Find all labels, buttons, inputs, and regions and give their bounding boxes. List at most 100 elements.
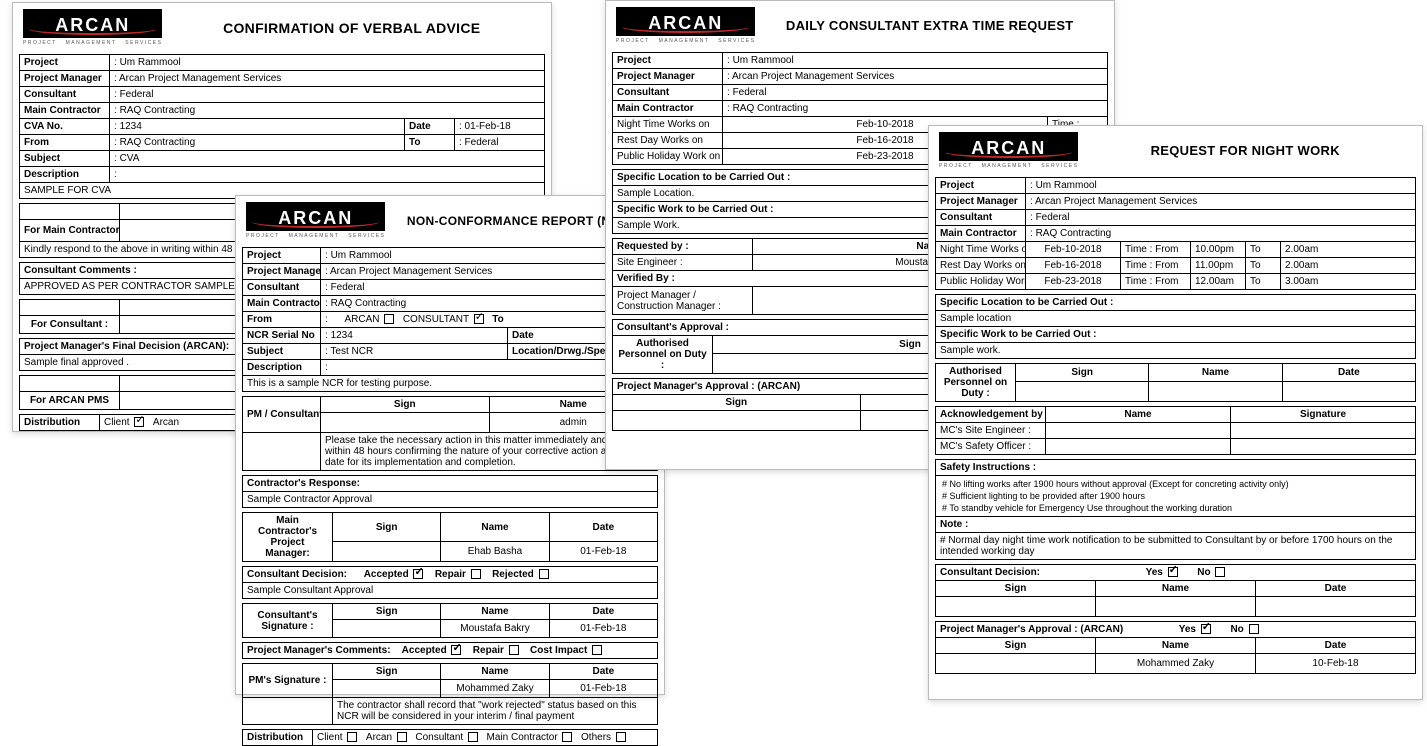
n-pmsig-lbl: PM's Signature :: [243, 664, 333, 698]
chk-repair[interactable]: [471, 569, 481, 579]
chk-d-client[interactable]: [347, 732, 357, 742]
r-cd-yes: Yes: [1146, 567, 1163, 578]
r-rt: 2.00am: [1281, 258, 1416, 274]
r-ph-lbl: Public Holiday Work on: [936, 274, 1026, 290]
ncr-pmsig: PM's Signature :SignNameDate Mohammed Za…: [242, 663, 658, 725]
rfnw-loc: Specific Location to be Carried Out : Sa…: [935, 294, 1416, 359]
chk-rejected[interactable]: [539, 569, 549, 579]
ncr-header: ARCAN PROJECT MANAGEMENT SERVICES NON-CO…: [236, 196, 664, 243]
lbl-pm: Project Manager: [20, 71, 110, 87]
r-val-cons: Federal: [1030, 212, 1069, 223]
lbl-for-mc: For Main Contractor: [20, 220, 120, 242]
r-pt: 3.00am: [1281, 274, 1416, 290]
d-val-project: Um Rammool: [727, 55, 794, 66]
h-date3: Date: [549, 664, 657, 680]
chk-pm-rep[interactable]: [509, 645, 519, 655]
rfnw-ack: Acknowledgement by :NameSignature MC's S…: [935, 406, 1416, 455]
logo: ARCAN PROJECT MANAGEMENT SERVICES: [23, 9, 162, 46]
d5: Others: [581, 732, 611, 743]
chk-d-arcan[interactable]: [397, 732, 407, 742]
r-pm-no: No: [1230, 624, 1243, 635]
dcet-header: ARCAN PROJECT MANAGEMENT SERVICES DAILY …: [606, 1, 1114, 48]
chk-pm-acc[interactable]: [451, 645, 461, 655]
lbl-for-consultant: For Consultant :: [20, 316, 120, 334]
dist-arcan: Arcan: [153, 417, 179, 428]
chk-d-oth[interactable]: [616, 732, 626, 742]
r-pf: 12.00am: [1191, 274, 1246, 290]
n-acc2: Accepted: [402, 645, 447, 656]
ncr-resp: Contractor's Response: Sample Contractor…: [242, 475, 658, 508]
d-lbl-cons: Consultant: [613, 85, 723, 101]
rfnw-auth: Authorised Personnel on Duty :SignNameDa…: [935, 363, 1416, 402]
d-lbl-night: Night Time Works on: [613, 117, 723, 133]
d-lbl-rest: Rest Day Works on: [613, 133, 723, 149]
r-night-date: Feb-10-2018: [1026, 242, 1121, 258]
n-cons-opt: CONSULTANT: [403, 314, 469, 325]
chk-pm-yes[interactable]: [1201, 624, 1211, 634]
chk-d-mc[interactable]: [562, 732, 572, 742]
lbl-mc: Main Contractor: [20, 103, 110, 119]
rfnw-title: REQUEST FOR NIGHT WORK: [1078, 143, 1412, 158]
lbl-project: Project: [20, 55, 110, 71]
r-val-project: Um Rammool: [1030, 180, 1097, 191]
d-val-pm: Arcan Project Management Services: [727, 71, 894, 82]
d4: Main Contractor: [487, 732, 558, 743]
r-lbl-pm: Project Manager: [936, 194, 1026, 210]
logo: ARCAN PROJECT MANAGEMENT SERVICES: [246, 202, 385, 239]
d-req-lbl: Requested by :: [613, 239, 753, 255]
r-s1: # No lifting works after 1900 hours with…: [942, 478, 1409, 490]
chk-cd-yes[interactable]: [1168, 567, 1178, 577]
d-pmappr-sign: Sign: [613, 395, 861, 411]
rfnw-fields: ProjectUm Rammool Project ManagerArcan P…: [935, 177, 1416, 290]
n-pmc-lbl: PM / Consultant: [243, 397, 321, 433]
r-note1: # Normal day night time work notificatio…: [936, 533, 1416, 560]
n-cs-name: Moustafa Bakry: [441, 620, 549, 638]
n-pmsig-date: 01-Feb-18: [549, 680, 657, 698]
rfnw-safety: Safety Instructions : # No lifting works…: [935, 459, 1416, 560]
d3: Consultant: [415, 732, 463, 743]
ncr-cs: Consultant's Signature :SignNameDate Mou…: [242, 603, 658, 638]
chk-cd-no[interactable]: [1215, 567, 1225, 577]
chk-pm-no[interactable]: [1249, 624, 1259, 634]
n-resp-lbl: Contractor's Response:: [243, 476, 658, 492]
n-dist-lbl: Distribution: [243, 730, 313, 746]
n-val-project: Um Rammool: [325, 250, 392, 261]
val-pm: Arcan Project Management Services: [114, 73, 281, 84]
r-tf1: Time : From: [1121, 242, 1191, 258]
cva-title: CONFIRMATION OF VERBAL ADVICE: [162, 20, 541, 36]
n-cd-text: Sample Consultant Approval: [243, 583, 658, 599]
r-note-hdr: Note :: [936, 517, 1416, 533]
n-pmsig-note: The contractor shall record that "work r…: [333, 698, 658, 725]
val-to: Federal: [459, 137, 498, 148]
d-auth-lbl: Authorised Personnel on Duty :: [613, 336, 713, 374]
val-from: RAQ Contracting: [114, 137, 195, 148]
n-val-serial: 1234: [325, 330, 353, 341]
chk-client[interactable]: [134, 417, 144, 427]
n-val-mc: RAQ Contracting: [325, 298, 406, 309]
ncr-pmc: PM / ConsultantSignName admin Please tak…: [242, 396, 658, 471]
r-auth-date: Date: [1282, 364, 1415, 382]
val-project: Um Rammool: [114, 57, 181, 68]
chk-from-arcan[interactable]: [384, 314, 394, 324]
dcet-title: DAILY CONSULTANT EXTRA TIME REQUEST: [755, 18, 1104, 33]
n-lbl-cons: Consultant: [243, 280, 321, 296]
r-safety-hdr: Safety Instructions :: [936, 460, 1416, 476]
n-mcpm-date: 01-Feb-18: [549, 542, 657, 562]
chk-d-cons[interactable]: [468, 732, 478, 742]
brand-tagline4: PROJECT MANAGEMENT SERVICES: [939, 163, 1078, 169]
chk-pm-ci[interactable]: [592, 645, 602, 655]
n-cs-lbl: Consultant's Signature :: [243, 604, 333, 638]
n-arcan-opt: ARCAN: [344, 314, 379, 325]
form-rfnw: ARCAN PROJECT MANAGEMENT SERVICES REQUES…: [928, 125, 1423, 700]
r-cd-sign: Sign: [936, 581, 1096, 597]
r-cd-date: Date: [1256, 581, 1416, 597]
d1: Client: [317, 732, 343, 743]
n-lbl-desc: Description: [243, 360, 321, 376]
cva-header: ARCAN PROJECT MANAGEMENT SERVICES CONFIR…: [13, 3, 551, 50]
logo: ARCAN PROJECT MANAGEMENT SERVICES: [939, 132, 1078, 169]
chk-accepted[interactable]: [413, 569, 423, 579]
r-ack-lbl: Acknowledgement by :: [936, 407, 1046, 423]
r-auth-lbl: Authorised Personnel on Duty :: [936, 364, 1016, 402]
chk-from-cons[interactable]: [474, 314, 484, 324]
r-night-lbl: Night Time Works on: [936, 242, 1026, 258]
